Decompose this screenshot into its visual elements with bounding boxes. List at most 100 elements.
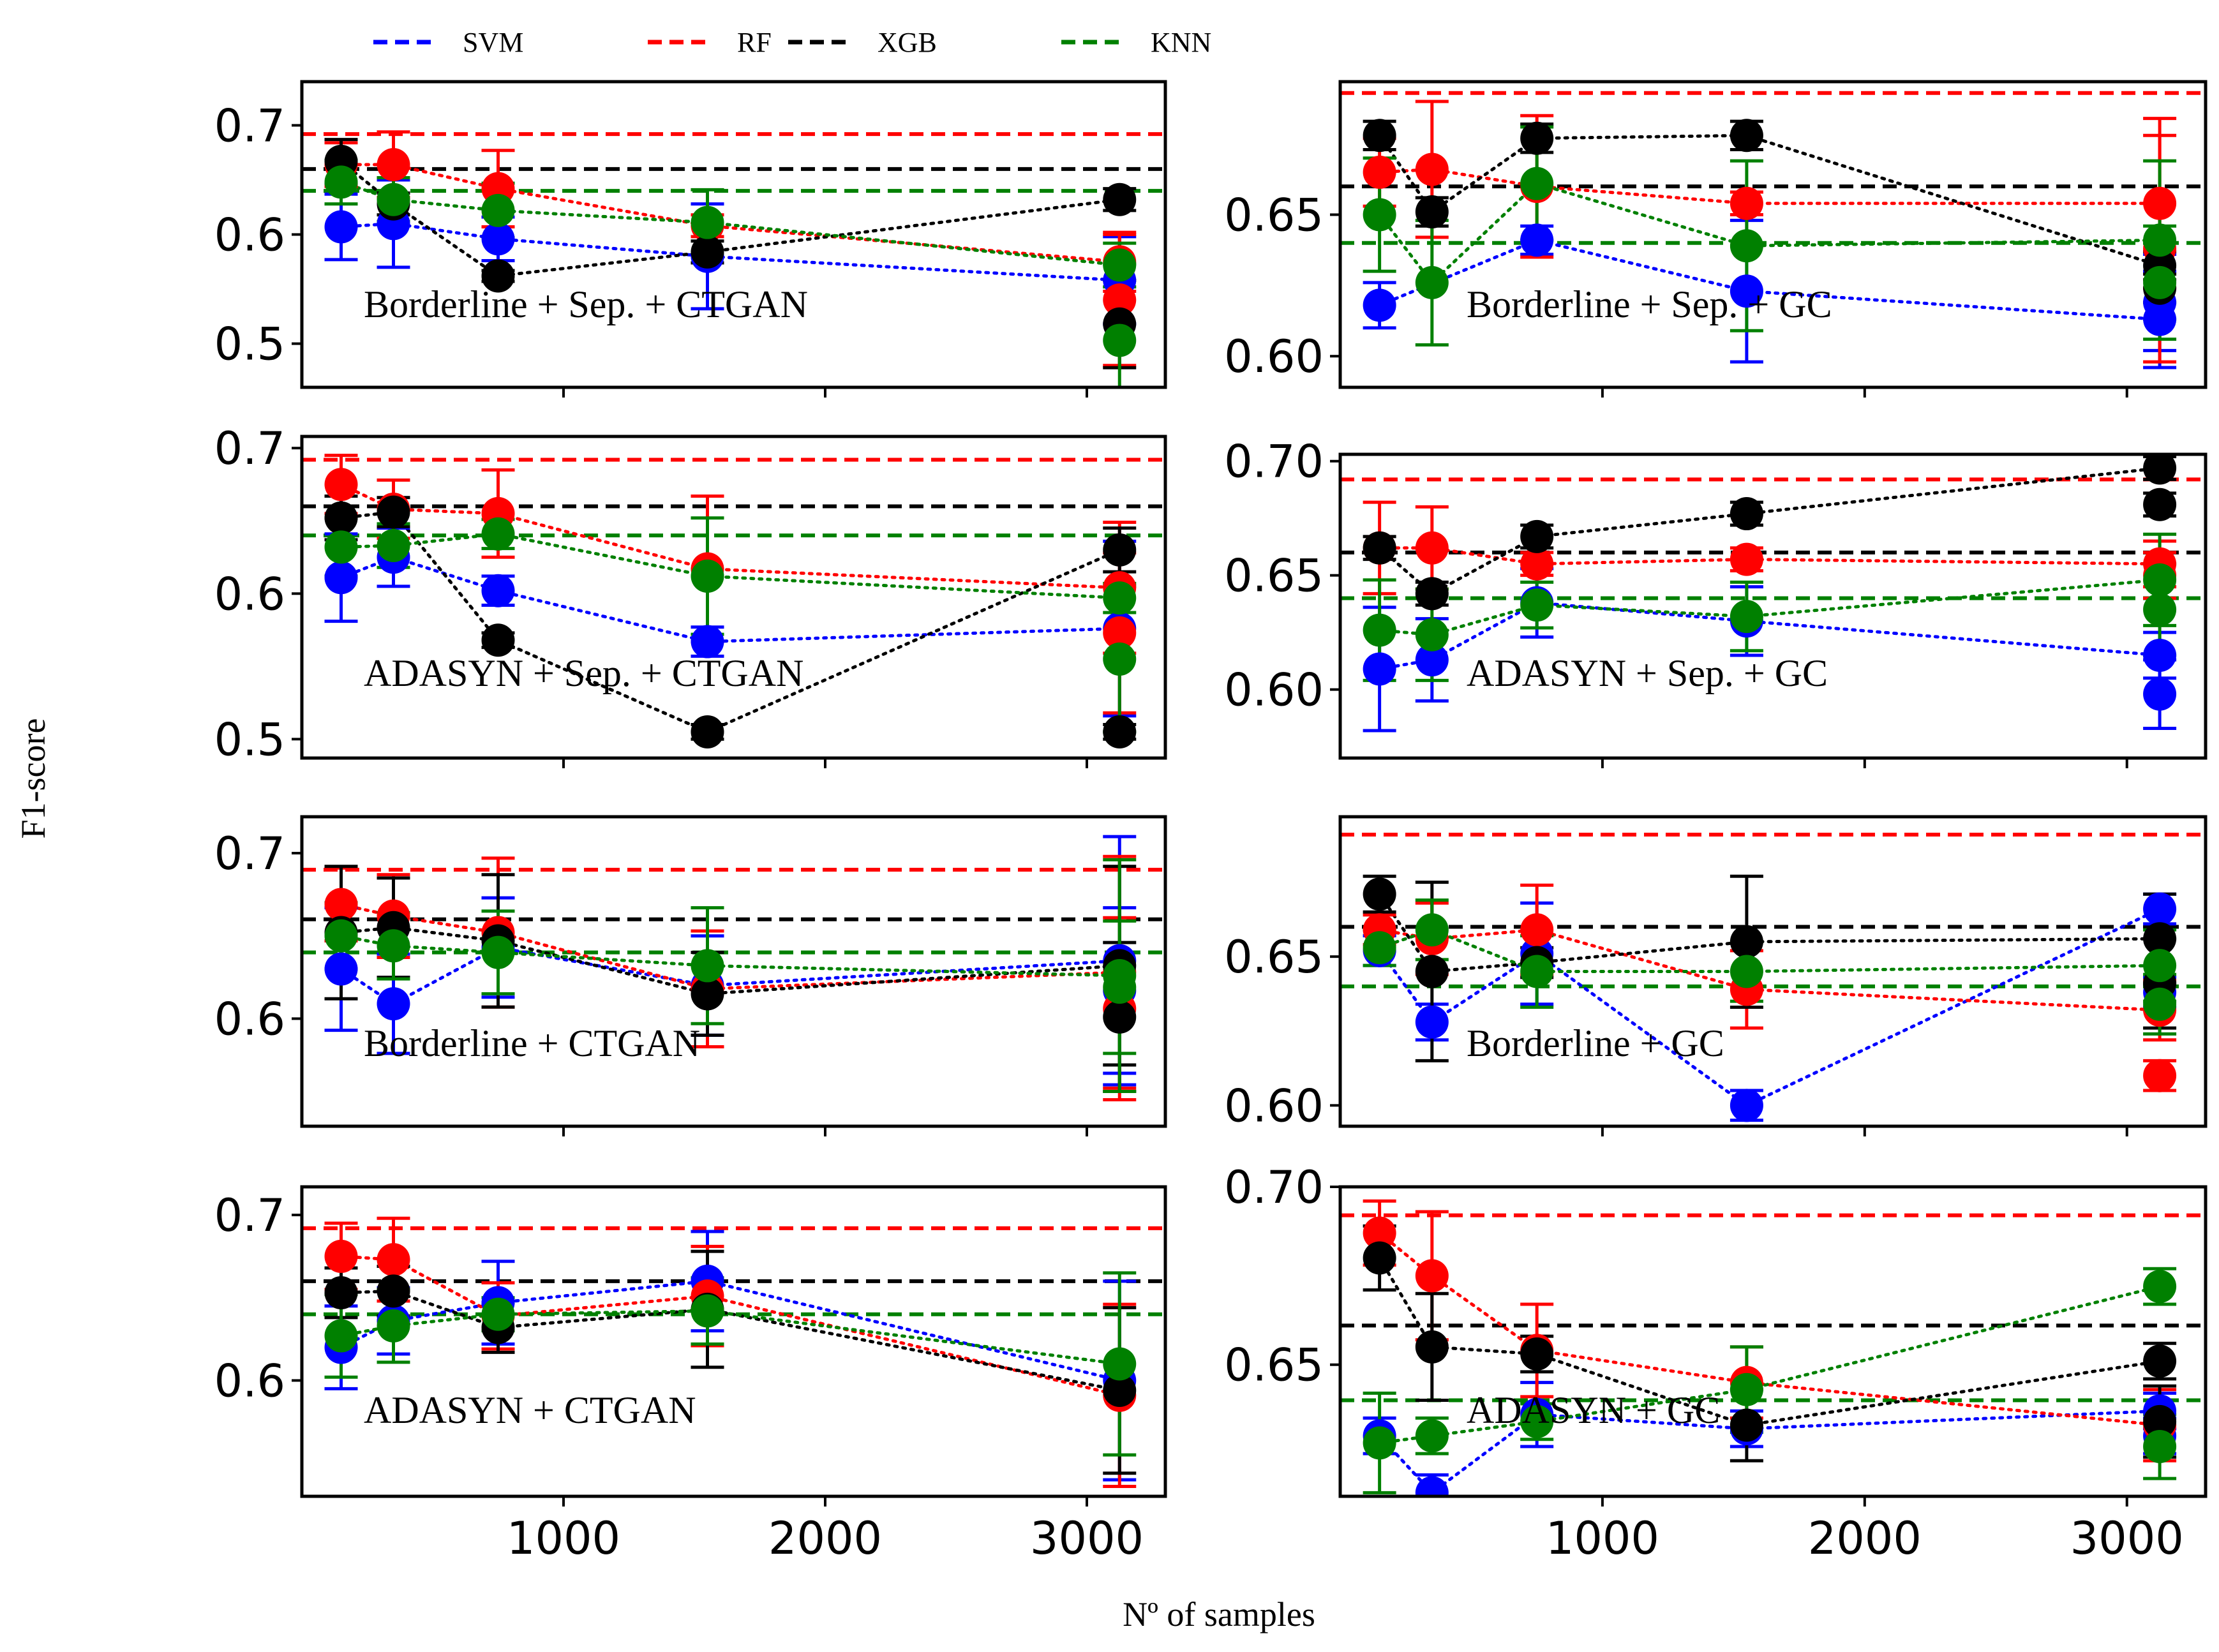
data-point-knn [691,205,724,239]
data-point-svm [481,574,515,607]
y-tick-label: 0.7 [214,100,285,152]
data-point-knn [1730,1373,1763,1406]
trend-line-knn [1378,181,2162,285]
data-point-xgb [1520,519,1554,553]
data-point-rf [324,888,358,921]
data-point-knn [2143,987,2177,1021]
data-point-knn [324,165,358,199]
data-point-knn [691,949,724,983]
data-point-svm [1415,643,1449,677]
data-point-knn [1103,971,1137,1004]
panel-7: 0.6 0.7 1000 2000 3000 ADASYN + CTGAN [214,1185,1167,1565]
data-point-xgb [1730,119,1763,153]
panel-title: ADASYN + Sep. + CTGAN [364,652,803,694]
legend-label: SVM [463,27,523,58]
data-point-xgb [1730,1408,1763,1442]
data-point-knn [2143,563,2177,597]
data-point-rf [2143,186,2177,220]
data-point-svm [2143,677,2177,711]
data-point-knn [481,193,515,227]
data-point-knn [2143,1270,2177,1304]
y-tick-label: 0.6 [214,993,285,1045]
data-point-svm [1730,1089,1763,1122]
data-point-knn [2143,265,2177,299]
data-point-knn [324,919,358,953]
plot-area [1340,1199,2206,1496]
x-tick-label: 3000 [2070,1512,2184,1565]
y-tick-label: 0.7 [214,422,285,475]
y-tick-label: 0.65 [1224,1339,1324,1392]
data-point-knn [377,929,410,963]
data-point-xgb [1363,1241,1396,1275]
data-point-knn [481,935,515,969]
trend-line-svm [1378,907,2162,1108]
data-point-xgb [1103,1000,1137,1034]
data-point-xgb [481,259,515,293]
data-point-knn [1103,1347,1137,1381]
plot-area [302,835,1165,1102]
data-point-knn [1103,581,1137,615]
y-axis-title: F1-score [14,718,52,839]
data-point-xgb [1415,195,1449,229]
trend-line-xgb [1378,133,2162,267]
data-point-knn [1730,229,1763,263]
data-point-xgb [1363,877,1396,911]
panel-title: ADASYN + CTGAN [364,1389,696,1431]
axes-frame [300,815,1167,1128]
legend-label: RF [737,27,772,58]
legend-item-svm: SVM [373,27,523,58]
trend-line-rf [1378,1232,2162,1427]
data-point-xgb [1103,715,1137,748]
y-tick-label: 0.60 [1224,664,1324,717]
plot-area [302,130,1165,387]
data-point-rf [1415,531,1449,565]
y-tick-label: 0.60 [1224,1080,1324,1132]
plot-area [302,1216,1165,1488]
data-point-svm [1363,652,1396,686]
data-point-xgb [2143,454,2177,485]
data-point-xgb [2143,922,2177,956]
data-point-rf [377,1243,410,1277]
y-tick-label: 0.60 [1224,331,1324,383]
x-axis-title: Nº of samples [1123,1595,1315,1633]
data-point-xgb [1520,121,1554,155]
data-point-xgb [691,977,724,1011]
data-point-xgb [1363,119,1396,153]
panel-3: 0.5 0.6 0.7 ADASYN + Sep. + CTGAN [214,422,1167,768]
trend-line-rf [340,482,1121,590]
data-point-knn [1520,588,1554,622]
data-point-xgb [1730,497,1763,531]
legend-label: KNN [1151,27,1211,58]
data-point-xgb [1415,577,1449,611]
data-point-knn [324,1319,358,1353]
data-point-knn [1415,913,1449,947]
data-point-svm [377,987,410,1021]
data-point-knn [1730,955,1763,988]
data-point-svm [1363,288,1396,322]
data-point-knn [2143,593,2177,627]
data-point-knn [1415,265,1449,299]
data-point-xgb [1415,1330,1449,1364]
data-point-rf [1103,616,1137,650]
data-point-rf [1103,283,1137,317]
data-point-knn [481,517,515,551]
data-point-svm [2143,892,2177,926]
panel-5: 0.6 0.7 Borderline + CTGAN [214,815,1167,1136]
data-point-svm [1415,1005,1449,1039]
data-point-rf [1415,1259,1449,1293]
x-tick-label: 1000 [1546,1512,1659,1565]
data-point-knn [377,182,410,216]
data-point-xgb [1520,1337,1554,1371]
data-point-rf [1415,153,1449,186]
data-point-xgb [324,501,358,535]
data-point-xgb [1730,925,1763,958]
axes-frame [300,1185,1167,1498]
data-point-xgb [1363,531,1396,565]
panel-6: 0.60 0.65 Borderline + GC [1224,815,2208,1136]
data-point-svm [1520,223,1554,257]
data-point-xgb [324,1276,358,1309]
data-point-rf [1363,1216,1396,1250]
axes-frame [1338,1185,2208,1498]
data-point-xgb [1415,955,1449,988]
